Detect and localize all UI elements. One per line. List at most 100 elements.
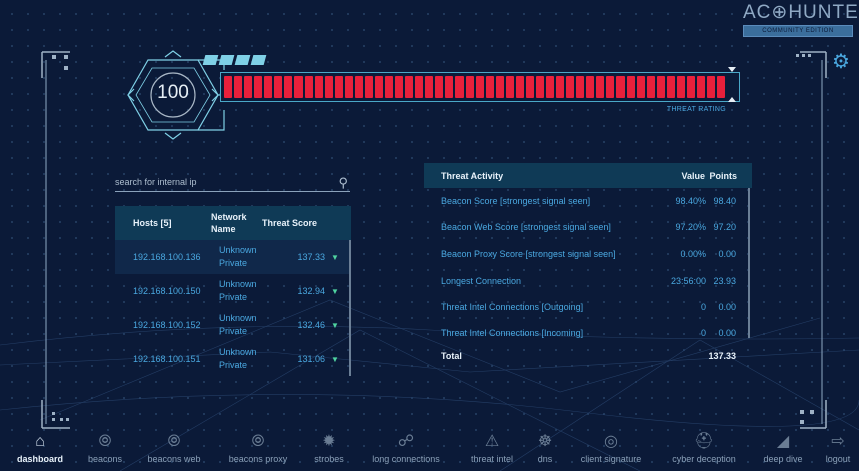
nav-item-long-connections[interactable]: ☍ long connections [364, 432, 448, 471]
network-column-header[interactable]: Network Name [211, 212, 247, 234]
host-network: Unknown Private [219, 279, 257, 302]
activity-label: Longest Connection [441, 275, 522, 286]
nav-label: deep dive [763, 454, 803, 464]
threat-bar-cell [525, 76, 534, 98]
activity-label: Threat Intel Connections [Outgoing] [441, 301, 584, 312]
threat-bar-cell [415, 76, 424, 98]
ip-search: ⚲ [115, 172, 350, 192]
nav-item-dashboard[interactable]: ⌂ dashboard [12, 432, 68, 471]
nav-item-logout[interactable]: ⇨ logout [820, 432, 856, 471]
beacon-web-icon: ⦾ [167, 433, 181, 450]
threat-bar-cell [304, 76, 313, 98]
nav-item-beacons-proxy[interactable]: ⦾ beacons proxy [222, 432, 294, 471]
activity-row: Longest Connection 23:56:00 23.93 [424, 268, 752, 294]
nav-item-beacons-web[interactable]: ⦾ beacons web [142, 432, 206, 471]
threat-bar-cell [556, 76, 565, 98]
search-input[interactable] [115, 173, 325, 191]
nav-item-cyber-deception[interactable]: ⛑ cyber deception [664, 432, 744, 471]
threat-bar-cell [485, 76, 494, 98]
table-row[interactable]: 192.168.100.136 Unknown Private 137.33 ▼ [115, 240, 351, 274]
threat-bar-cell [546, 76, 555, 98]
activity-row: Threat Intel Connections [Outgoing] 0 0.… [424, 294, 752, 320]
warning-icon: ⚠ [484, 433, 500, 450]
logout-icon: ⇨ [831, 433, 845, 450]
hosts-column-header[interactable]: Hosts [5] [133, 218, 172, 228]
threat-bar-cell [465, 76, 474, 98]
beacon-proxy-icon: ⦾ [251, 433, 265, 450]
threat-bar-cell [646, 76, 655, 98]
host-score: 132.94 [297, 286, 325, 296]
nav-item-strobes[interactable]: ✹ strobes [306, 432, 352, 471]
host-network: Unknown Private [219, 245, 257, 268]
table-row[interactable]: 192.168.100.151 Unknown Private 131.06 ▼ [115, 342, 351, 376]
threat-bar-cell [515, 76, 524, 98]
filter-icon[interactable]: ▼ [331, 354, 339, 364]
threat-mini-indicator [202, 55, 267, 65]
host-network: Unknown Private [219, 313, 257, 336]
gear-icon[interactable]: ⚙ [832, 51, 850, 73]
threat-bar-cell [435, 76, 444, 98]
activity-value: 0 [700, 302, 706, 312]
threat-bar-cell [445, 76, 454, 98]
nav-label: dashboard [16, 454, 63, 464]
nav-item-client-signature[interactable]: ◎ client signature [572, 432, 650, 471]
nav-label: logout [825, 454, 851, 464]
nav-label: beacons web [147, 454, 201, 464]
threat-activity-table: Threat Activity Value Points Beacon Scor… [424, 163, 752, 361]
threat-bar-cell [405, 76, 414, 98]
threat-bar-cell [696, 76, 705, 98]
activity-scrollbar[interactable] [748, 188, 750, 338]
threat-score-value: 100 [157, 82, 189, 103]
activity-value: 0 [700, 328, 706, 338]
nav-item-dns[interactable]: ☸ dns [528, 432, 562, 471]
threat-bar-cell [475, 76, 484, 98]
app-logo: AC⊕HUNTER COMMUNITY EDITION [743, 2, 859, 37]
hexagon-frame [127, 50, 225, 140]
threat-bar-cell [707, 76, 716, 98]
activity-points: 23.93 [713, 276, 736, 286]
threat-bar-cell [425, 76, 434, 98]
threat-bar-cell [364, 76, 373, 98]
nav-label: client signature [580, 454, 642, 464]
filter-icon[interactable]: ▼ [331, 286, 339, 296]
activity-total-row: Total 137.33 [424, 351, 752, 361]
activity-column-header: Threat Activity [441, 170, 504, 181]
threat-bar-cell [576, 76, 585, 98]
bottom-nav: ⌂ dashboard ⦾ beacons ⦾ beacons web ⦾ be… [0, 432, 859, 471]
dns-icon: ☸ [537, 433, 553, 450]
activity-label: Threat Intel Connections [Incoming] [441, 327, 584, 338]
table-row[interactable]: 192.168.100.150 Unknown Private 132.94 ▼ [115, 274, 351, 308]
nav-item-beacons[interactable]: ⦾ beacons [80, 432, 130, 471]
home-icon: ⌂ [35, 433, 45, 450]
threat-bar-cell [234, 76, 243, 98]
threat-bar-cell [636, 76, 645, 98]
table-row[interactable]: 192.168.100.152 Unknown Private 132.46 ▼ [115, 308, 351, 342]
nav-label: strobes [314, 454, 344, 464]
hosts-table-header: Hosts [5] Network Name Threat Score [115, 206, 351, 240]
host-ip: 192.168.100.152 [133, 320, 201, 330]
nav-item-threat-intel[interactable]: ⚠ threat intel [462, 432, 522, 471]
host-score: 132.46 [297, 320, 325, 330]
score-column-header[interactable]: Threat Score [262, 218, 318, 228]
hosts-scrollbar[interactable] [349, 240, 351, 376]
host-ip: 192.168.100.136 [133, 252, 201, 262]
activity-value: 0.00% [680, 249, 706, 259]
threat-bar-cell [606, 76, 615, 98]
threat-bar-cell [395, 76, 404, 98]
nav-item-deep-dive[interactable]: ◢ deep dive [758, 432, 808, 471]
threat-bar-cell [334, 76, 343, 98]
nav-label: dns [537, 454, 553, 464]
filter-icon[interactable]: ▼ [331, 320, 339, 330]
total-label: Total [441, 351, 462, 361]
activity-label: Beacon Proxy Score [strongest signal see… [441, 248, 616, 259]
filter-icon[interactable]: ▼ [331, 252, 339, 262]
threat-bar-cell [385, 76, 394, 98]
threat-bar-cell [535, 76, 544, 98]
connections-icon: ☍ [397, 433, 415, 450]
search-icon[interactable]: ⚲ [338, 175, 348, 190]
activity-value: 98.40% [675, 196, 706, 206]
threat-bar-cell [344, 76, 353, 98]
threat-bar-cell [264, 76, 273, 98]
activity-label: Beacon Web Score [strongest signal seen] [441, 221, 611, 232]
